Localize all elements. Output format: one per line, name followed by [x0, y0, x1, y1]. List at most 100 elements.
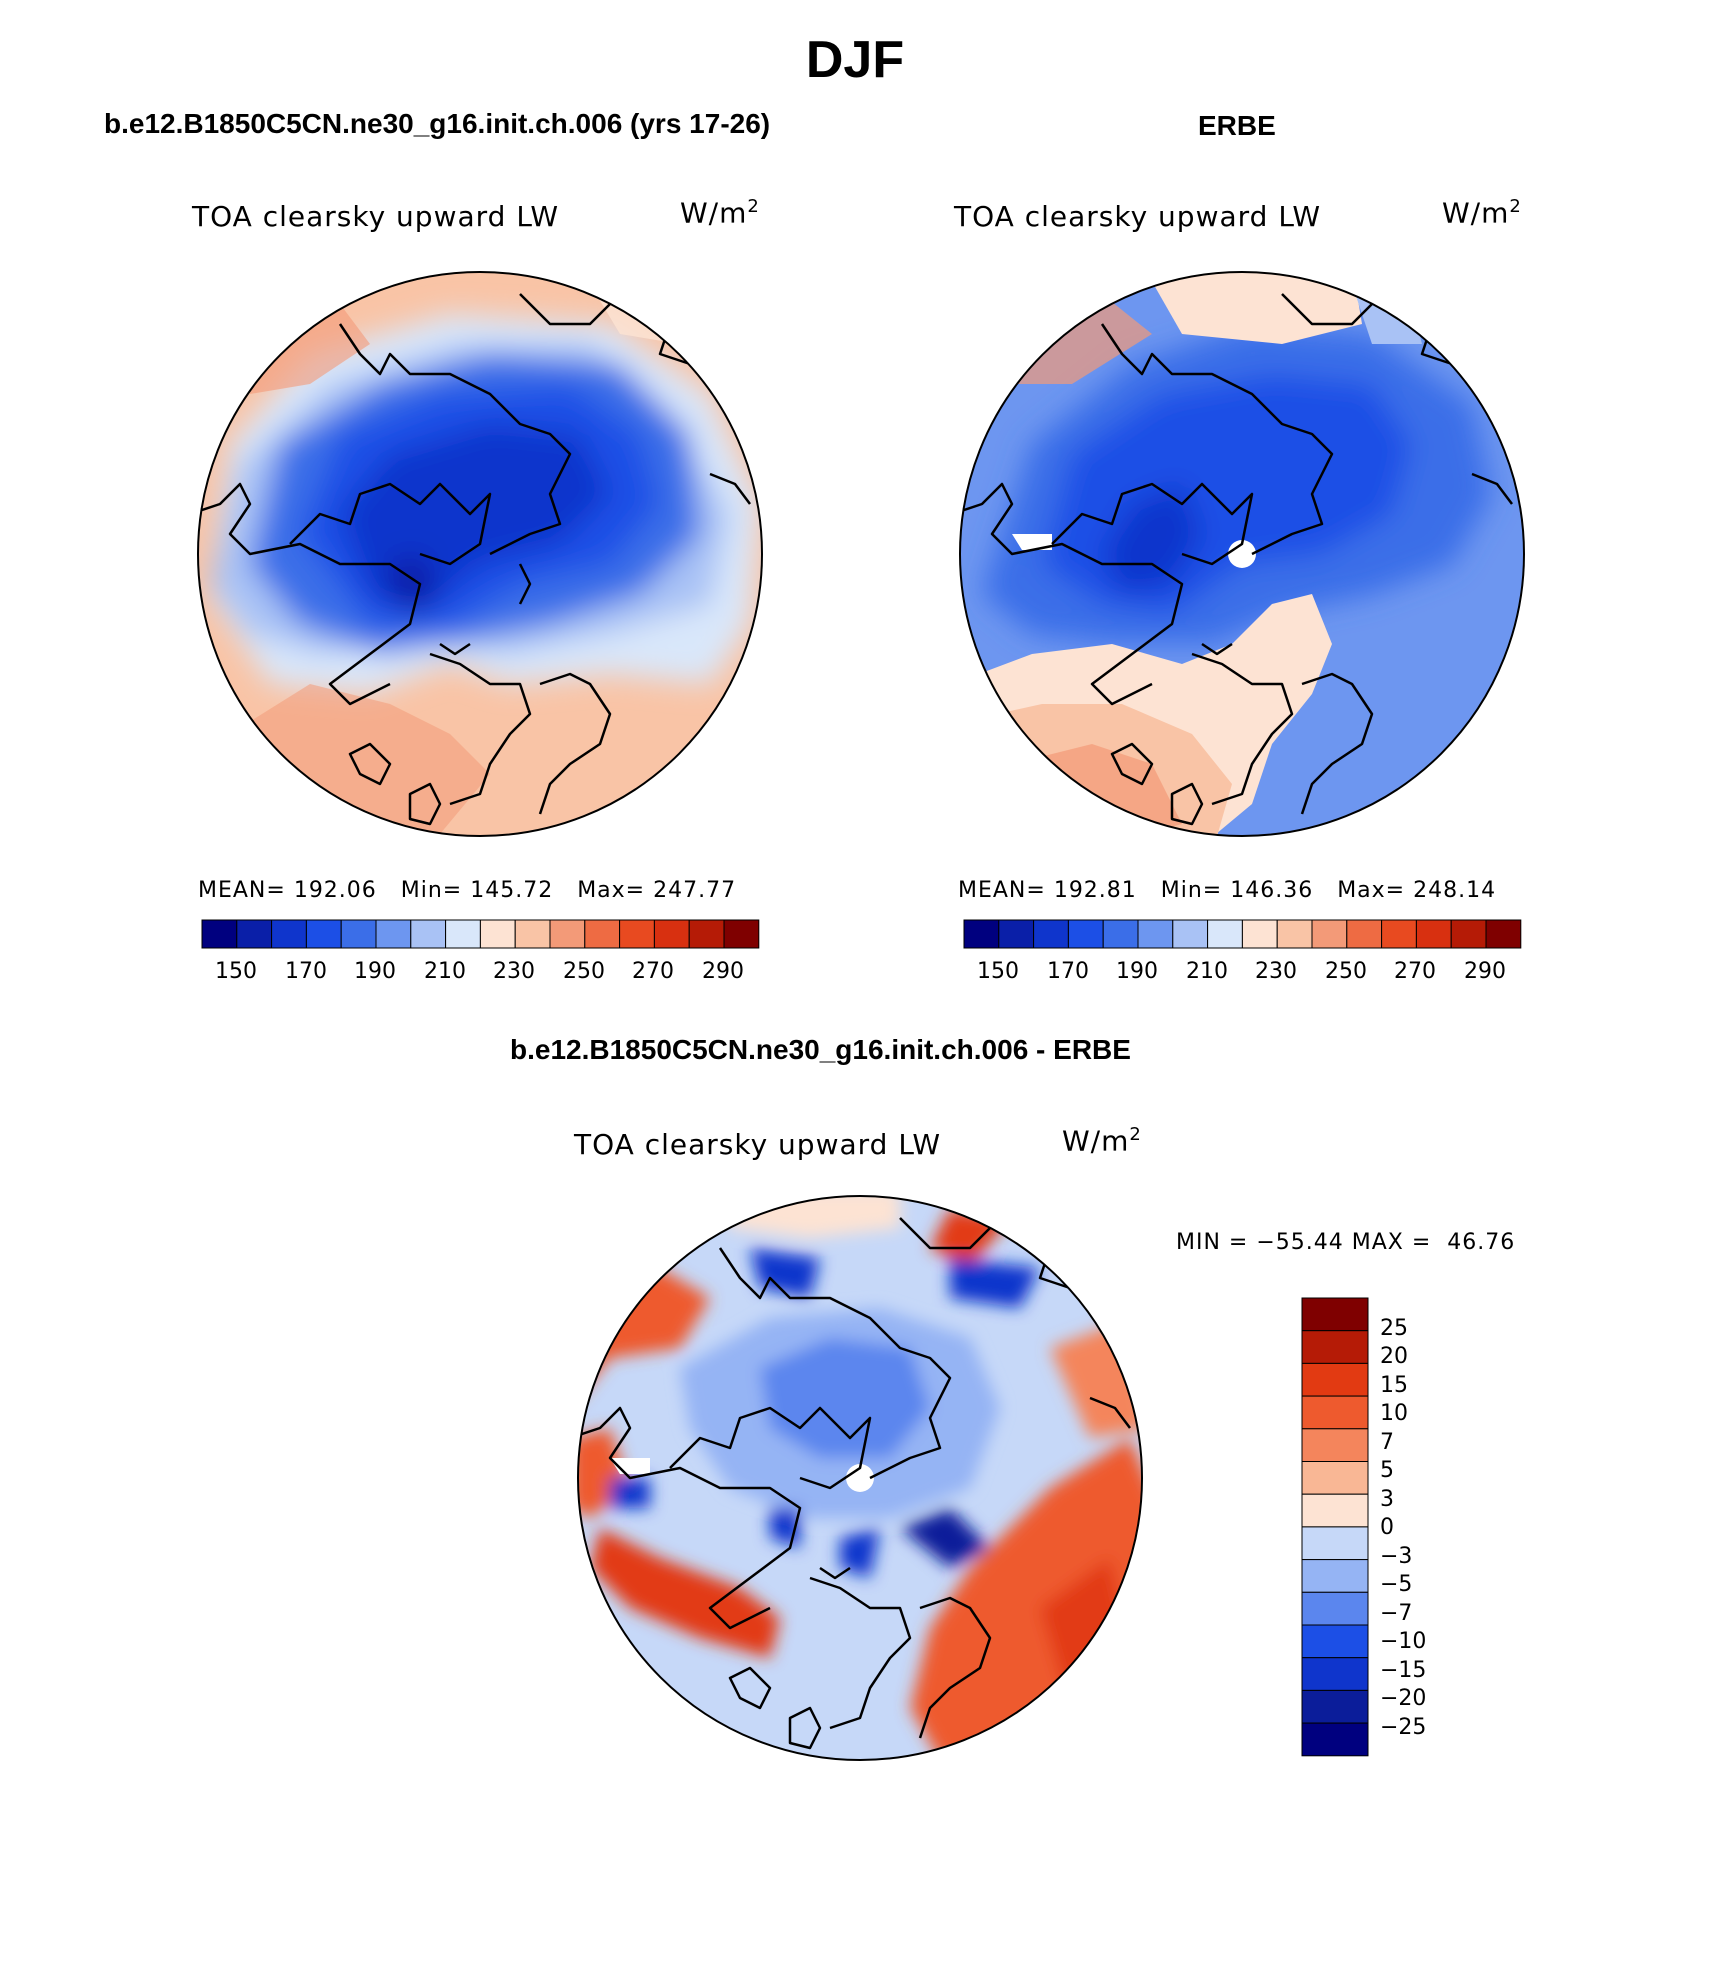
obs-coastlines: [960, 282, 1513, 826]
colorbar-box: [1301, 1362, 1369, 1397]
colorbar-box: [549, 919, 586, 949]
obs-pole-missing-data: [1228, 540, 1256, 568]
model-case-title: b.e12.B1850C5CN.ne30_g16.init.ch.006 (yr…: [104, 108, 771, 139]
colorbar-box: [479, 919, 516, 949]
diff-field-label: TOA clearsky upward LW: [574, 1128, 942, 1161]
diff-colorbar-tick: −10: [1380, 1629, 1426, 1654]
colorbar-box: [514, 919, 551, 949]
colorbar-box: [1301, 1526, 1369, 1561]
colorbar-box: [1301, 1559, 1369, 1593]
colorbar-box: [410, 919, 447, 949]
obs-colorbar-tick: 150: [977, 959, 1019, 984]
obs-colorbar-tick: 170: [1047, 959, 1089, 984]
diff-colorbar: 25 20 15 10 7 5 3 0 −3 −5 −7 −10 −15 −20…: [1301, 1297, 1426, 1757]
model-colorbar-tick: 290: [702, 959, 744, 984]
diff-colorbar-tick: 20: [1380, 1344, 1408, 1369]
model-colorbar-tick: 230: [493, 959, 535, 984]
colorbar-box: [1301, 1461, 1369, 1495]
colorbar-box: [1033, 919, 1069, 949]
colorbar-box: [584, 919, 621, 949]
model-coastlines: [198, 282, 751, 826]
figure-title: DJF: [805, 31, 905, 89]
colorbar-box: [1301, 1624, 1369, 1659]
colorbar-box: [236, 919, 273, 949]
obs-colorbar: 150 170 190 210 230 250 270 290: [963, 919, 1522, 984]
obs-colorbar-tick: 290: [1464, 959, 1506, 984]
colorbar-box: [305, 919, 342, 949]
colorbar-box: [1311, 919, 1348, 949]
colorbar-box: [1301, 1722, 1369, 1757]
model-colorbar-tick: 250: [563, 959, 605, 984]
model-field-region: [390, 554, 440, 614]
colorbar-box: [688, 919, 725, 949]
model-colorbar: 150 170 190 210 230 250 270 290: [201, 919, 760, 984]
colorbar-box: [201, 919, 238, 949]
colorbar-box: [1301, 1395, 1369, 1430]
obs-colorbar-boxes: [963, 919, 1522, 949]
obs-field-label: TOA clearsky upward LW: [954, 200, 1322, 233]
colorbar-box: [1301, 1657, 1369, 1691]
colorbar-box: [1301, 1330, 1369, 1364]
diff-field-region: [760, 1338, 930, 1458]
obs-colorbar-labels: 150 170 190 210 230 250 270 290: [977, 959, 1506, 984]
diff-missing-data-patch: [610, 1458, 650, 1474]
diff-colorbar-tick: −3: [1380, 1544, 1412, 1569]
colorbar-box: [1301, 1591, 1369, 1626]
obs-missing-data-patch: [1012, 534, 1052, 550]
diff-stats: MIN = −55.44 MAX = 46.76: [1176, 1230, 1516, 1255]
model-colorbar-boxes: [201, 919, 760, 949]
colorbar-box: [653, 919, 690, 949]
diff-polar-map: [577, 1195, 1143, 1761]
colorbar-box: [271, 919, 307, 949]
model-colorbar-tick: 270: [632, 959, 674, 984]
diff-colorbar-labels: 25 20 15 10 7 5 3 0 −3 −5 −7 −10 −15 −20…: [1380, 1316, 1426, 1740]
diff-colorbar-tick: 3: [1380, 1487, 1394, 1512]
colorbar-box: [1485, 919, 1522, 949]
colorbar-box: [1301, 1297, 1369, 1332]
model-colorbar-labels: 150 170 190 210 230 250 270 290: [215, 959, 744, 984]
colorbar-box: [340, 919, 377, 949]
diff-colorbar-tick: −25: [1380, 1715, 1426, 1740]
colorbar-box: [1067, 919, 1104, 949]
obs-map-border: [959, 271, 1525, 837]
model-map-border: [197, 271, 763, 837]
diff-map-border: [577, 1195, 1143, 1761]
colorbar-box: [1450, 919, 1487, 949]
diff-colorbar-tick: 25: [1380, 1316, 1408, 1341]
obs-field-region: [1142, 272, 1362, 344]
diff-colorbar-tick: 5: [1380, 1458, 1394, 1483]
colorbar-box: [375, 919, 412, 949]
colorbar-box: [619, 919, 655, 949]
obs-field-region: [1102, 484, 1202, 594]
diff-colorbar-tick: 7: [1380, 1430, 1394, 1455]
model-polar-map: [197, 271, 763, 837]
colorbar-box: [963, 919, 1000, 949]
colorbar-box: [1415, 919, 1452, 949]
colorbar-box: [1137, 919, 1174, 949]
colorbar-box: [1207, 919, 1243, 949]
obs-units: W/m2: [1442, 196, 1522, 230]
obs-colorbar-tick: 230: [1255, 959, 1297, 984]
model-units: W/m2: [680, 196, 760, 230]
diff-colorbar-tick: 15: [1380, 1373, 1408, 1398]
obs-colorbar-tick: 270: [1394, 959, 1436, 984]
colorbar-box: [445, 919, 481, 949]
diff-colorbar-tick: −5: [1380, 1572, 1412, 1597]
diff-field-region: [610, 1478, 650, 1508]
diff-colorbar-tick: −20: [1380, 1686, 1426, 1711]
colorbar-box: [723, 919, 760, 949]
model-field-region: [230, 684, 490, 834]
colorbar-box: [1301, 1689, 1369, 1724]
model-field-label: TOA clearsky upward LW: [192, 200, 560, 233]
colorbar-box: [998, 919, 1035, 949]
obs-stats: MEAN= 192.81 Min= 146.36 Max= 248.14: [958, 878, 1497, 903]
diff-colorbar-tick: 10: [1380, 1401, 1408, 1426]
obs-case-title: ERBE: [1198, 110, 1276, 141]
colorbar-box: [1241, 919, 1278, 949]
obs-colorbar-tick: 210: [1186, 959, 1228, 984]
diff-field-region: [900, 1508, 990, 1568]
model-colorbar-tick: 150: [215, 959, 257, 984]
colorbar-box: [1172, 919, 1209, 949]
diff-colorbar-tick: −15: [1380, 1658, 1426, 1683]
diff-field-region: [950, 1258, 1040, 1308]
